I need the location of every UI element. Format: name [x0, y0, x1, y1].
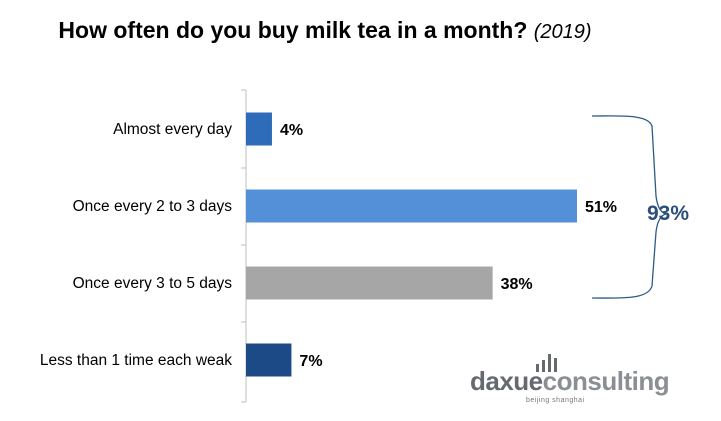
chart-title-main: How often do you buy milk tea in a month… — [58, 17, 528, 43]
bar — [246, 189, 577, 223]
bracket-total-label: 93% — [647, 202, 689, 225]
logo-tagline: beijing shanghai — [526, 397, 585, 404]
bar — [246, 112, 272, 146]
logo-bars-icon — [536, 354, 557, 372]
logo-part1: daxue — [470, 366, 543, 396]
category-label: Once every 3 to 5 days — [73, 275, 233, 292]
category-label: Once every 2 to 3 days — [73, 198, 233, 215]
bar — [246, 266, 493, 300]
bar-group — [246, 112, 577, 377]
category-label: Almost every day — [113, 121, 232, 138]
daxue-consulting-logo: daxueconsulting beijing shanghai — [470, 350, 700, 410]
value-label: 7% — [299, 353, 322, 370]
logo-wordmark: daxueconsulting — [470, 366, 670, 397]
logo-part2: consulting — [542, 366, 670, 396]
y-axis-ticks — [241, 89, 246, 403]
bar — [246, 343, 292, 377]
value-label: 38% — [501, 276, 533, 293]
category-label: Less than 1 time each weak — [40, 352, 232, 369]
value-label: 51% — [585, 199, 617, 216]
chart-title: How often do you buy milk tea in a month… — [0, 16, 650, 46]
value-labels: 4% 51% 38% 7% — [280, 122, 617, 370]
value-label: 4% — [280, 122, 303, 139]
category-labels: Almost every day Once every 2 to 3 days On… — [40, 121, 232, 369]
bracket-line — [591, 115, 667, 299]
chart-title-year: (2019) — [533, 21, 592, 43]
